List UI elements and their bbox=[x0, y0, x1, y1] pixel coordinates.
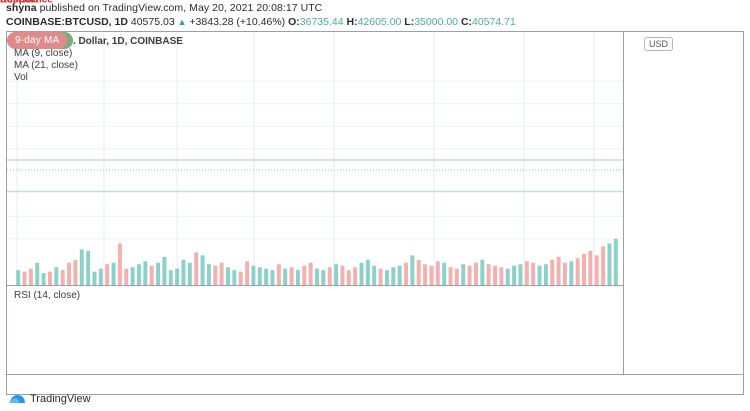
price-plot bbox=[7, 32, 623, 285]
footer: TradingView bbox=[8, 392, 91, 405]
high-label: H: bbox=[346, 16, 358, 28]
currency-badge[interactable]: USD bbox=[644, 37, 674, 51]
legend-vol: Vol bbox=[14, 72, 28, 83]
price-axis[interactable]: USD bbox=[624, 32, 744, 374]
change-arrow-icon: ▲ bbox=[177, 17, 187, 27]
callout-9-day-ma-text: 9-day MA bbox=[15, 35, 60, 46]
rsi-pane[interactable]: RSI (14, close) bbox=[7, 286, 623, 374]
publish-line: shyna published on TradingView.com, May … bbox=[6, 2, 746, 14]
time-axis[interactable] bbox=[6, 375, 744, 395]
symbol-label[interactable]: COINBASE:BTCUSD, 1D bbox=[6, 16, 128, 28]
tradingview-logo-icon bbox=[9, 395, 25, 403]
rsi-legend: RSI (14, close) bbox=[14, 290, 80, 301]
price-change: +3843.28 (+10.46%) bbox=[189, 16, 286, 28]
legend-ma21: MA (21, close) bbox=[14, 60, 78, 71]
axis-divider bbox=[623, 32, 624, 374]
author-name: shyna bbox=[6, 2, 37, 14]
pane-divider bbox=[7, 285, 623, 286]
callout-9-day-ma: 9-day MA bbox=[7, 32, 68, 49]
rsi-plot bbox=[7, 286, 623, 374]
chart-frame[interactable]: Bitcoin / U.S. Dollar, 1D, COINBASE MA (… bbox=[6, 31, 744, 375]
open-value: 36735.44 bbox=[299, 16, 344, 28]
rsi-legend-title: RSI (14, close) bbox=[14, 290, 81, 301]
close-value: 40574.71 bbox=[472, 16, 516, 28]
published-text: published on TradingView.com, bbox=[39, 2, 187, 14]
legend-ma9: MA (9, close) bbox=[14, 48, 73, 59]
support-annotation: Support bbox=[0, 0, 39, 6]
close-label: C: bbox=[460, 16, 473, 28]
open-label: O: bbox=[288, 16, 300, 28]
last-price: 40575.03 bbox=[130, 16, 175, 28]
high-value: 42605.00 bbox=[357, 16, 402, 28]
price-pane[interactable]: Bitcoin / U.S. Dollar, 1D, COINBASE MA (… bbox=[7, 32, 623, 285]
legend-title: Bitcoin / U.S. Dollar, 1D, COINBASE bbox=[14, 36, 183, 47]
low-value: 35000.00 bbox=[414, 16, 459, 28]
resistance-annotation: Resistance bbox=[0, 0, 53, 6]
quote-line: COINBASE:BTCUSD, 1D 40575.03 ▲ +3843.28 … bbox=[6, 16, 746, 28]
publish-timestamp: May 20, 2021 20:08:17 UTC bbox=[189, 2, 323, 14]
tradingview-brand: TradingView bbox=[30, 392, 91, 405]
chart-header: shyna published on TradingView.com, May … bbox=[6, 2, 746, 28]
low-label: L: bbox=[404, 16, 415, 28]
price-legend: Bitcoin / U.S. Dollar, 1D, COINBASE MA (… bbox=[14, 36, 183, 84]
